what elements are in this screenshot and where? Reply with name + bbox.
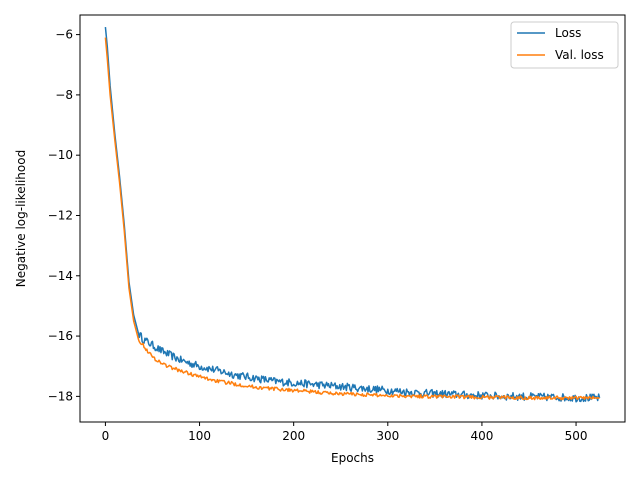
y-axis-ticks: −18 −16 −14 −12 −10 −8 −6 — [48, 28, 80, 403]
y-tick-label: −10 — [48, 148, 73, 162]
x-tick-label: 300 — [376, 429, 399, 443]
plot-frame — [79, 14, 626, 423]
legend: Loss Val. loss — [510, 21, 619, 69]
x-tick-label: 0 — [102, 429, 110, 443]
x-axis-ticks: 0 100 200 300 400 500 — [102, 422, 588, 443]
y-axis-label: Negative log-likelihood — [14, 150, 28, 287]
series-line-loss — [104, 26, 601, 403]
series-line-val-loss — [104, 37, 600, 401]
legend-label-loss: Loss — [555, 26, 581, 40]
y-tick-label: −8 — [55, 88, 73, 102]
y-tick-label: −18 — [48, 389, 73, 403]
legend-label-val-loss: Val. loss — [555, 48, 604, 62]
y-tick-label: −12 — [48, 208, 73, 222]
y-tick-label: −14 — [48, 269, 73, 283]
y-tick-label: −16 — [48, 329, 73, 343]
x-tick-label: 200 — [282, 429, 305, 443]
y-tick-label: −6 — [55, 28, 73, 42]
x-tick-label: 400 — [470, 429, 493, 443]
series-lines — [104, 26, 601, 403]
x-axis-label: Epochs — [331, 451, 374, 465]
x-tick-label: 100 — [188, 429, 211, 443]
x-tick-label: 500 — [565, 429, 588, 443]
